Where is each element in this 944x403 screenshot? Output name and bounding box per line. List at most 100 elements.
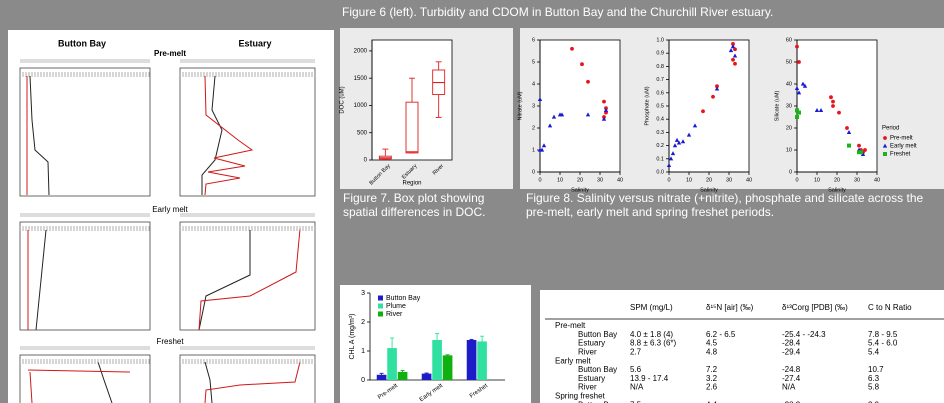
point <box>711 95 715 99</box>
x-tick-label: 40 <box>746 177 752 183</box>
table-cell: 8.8 ± 6.3 (6*) <box>630 339 677 348</box>
y-tick-label: 3 <box>361 290 365 297</box>
point <box>797 111 801 115</box>
y-tick-label: 30 <box>786 103 792 109</box>
bar <box>443 355 453 380</box>
y-tick-label: 0.8 <box>656 64 664 70</box>
poster: Button Bay Estuary Pre-melt Early melt F… <box>0 0 944 403</box>
box <box>406 102 418 153</box>
y-tick-label: 5 <box>532 59 535 65</box>
table-cell: 4.8 <box>706 348 718 357</box>
point <box>797 60 801 64</box>
point <box>837 111 841 115</box>
y-tick-label: 6 <box>532 37 535 43</box>
legend-label: River <box>386 311 403 318</box>
y-tick-label: 40 <box>786 81 792 87</box>
table-cell: River <box>578 383 597 392</box>
y-tick-label: 1500 <box>354 76 368 82</box>
ruler-band <box>180 213 315 217</box>
y-axis-label: Phosphate (uM) <box>644 86 650 125</box>
ruler-band <box>20 59 150 63</box>
table-cell: Estuary <box>578 374 605 383</box>
x-axis-label: Region <box>402 181 421 187</box>
table-cell: -27.4 <box>782 374 801 383</box>
y-tick-label: 0.0 <box>656 169 664 175</box>
x-tick-label: 20 <box>577 177 583 183</box>
point <box>731 58 735 62</box>
y-tick-label: 2000 <box>354 48 368 54</box>
column-label: Estuary <box>238 38 271 48</box>
period-label: Early melt <box>152 205 188 214</box>
table-cell: 2.7 <box>630 348 642 357</box>
table-cell: 7.8 - 9.5 <box>868 330 898 339</box>
period-label: Freshet <box>156 337 184 346</box>
ruler-band <box>180 59 315 63</box>
plot-area <box>540 40 620 172</box>
y-tick-label: 0.2 <box>656 143 664 149</box>
point <box>795 45 799 49</box>
ruler-band <box>20 346 150 350</box>
legend-label: Button Bay <box>386 295 421 302</box>
table-cell: 10.7 <box>868 365 884 374</box>
legend-label: Pre-melt <box>890 136 913 142</box>
period-label: Pre-melt <box>154 49 186 58</box>
x-tick-label: 10 <box>686 177 692 183</box>
point <box>733 62 737 66</box>
y-tick-label: 0 <box>361 377 365 384</box>
y-tick-label: 10 <box>786 147 792 153</box>
table-cell: 6.2 - 6.5 <box>706 330 736 339</box>
table-cell: -28.4 <box>782 339 801 348</box>
table-cell: 4.0 ± 1.8 (4) <box>630 330 673 339</box>
table-header: C to N Ratio <box>868 303 912 312</box>
y-tick-label: 1.0 <box>656 37 664 43</box>
y-tick-label: 2 <box>361 319 365 326</box>
point <box>845 126 849 130</box>
ruler-band <box>180 346 315 350</box>
ruler-band <box>20 213 150 217</box>
legend-swatch <box>883 152 887 156</box>
table-cell: 2.6 <box>706 383 718 392</box>
y-tick-label: 0.4 <box>656 117 664 123</box>
plot-area <box>797 40 877 172</box>
table-cell: N/A <box>630 383 644 392</box>
x-tick-label: 40 <box>874 177 880 183</box>
bar <box>422 374 432 380</box>
table-cell: 5.4 <box>868 348 880 357</box>
y-axis-label: Silicate (uM) <box>774 91 780 122</box>
x-tick-label: 30 <box>597 177 603 183</box>
table-cell: 5.4 - 6.0 <box>868 339 898 348</box>
y-axis-label: CHL A (mg/m³) <box>349 313 356 359</box>
point <box>829 95 833 99</box>
point <box>580 62 584 66</box>
x-tick-label: 30 <box>854 177 860 183</box>
y-tick-label: 60 <box>786 37 792 43</box>
table-cell: -24.8 <box>782 365 801 374</box>
table-group: Spring freshet <box>555 392 606 401</box>
y-tick-label: 0 <box>532 169 535 175</box>
table-cell: 4.5 <box>706 339 718 348</box>
y-axis-label: DOC (uM) <box>340 86 346 113</box>
x-tick-label: 0 <box>667 177 670 183</box>
x-tick-label: 30 <box>726 177 732 183</box>
y-tick-label: 1 <box>361 348 365 355</box>
x-tick-label: 20 <box>834 177 840 183</box>
legend-label: Plume <box>386 303 406 310</box>
y-tick-label: 0.3 <box>656 130 664 136</box>
point <box>859 150 863 154</box>
y-tick-label: 0.6 <box>656 90 664 96</box>
table-cell: River <box>578 348 597 357</box>
legend-swatch <box>378 304 383 309</box>
point <box>586 80 590 84</box>
y-tick-label: 0.7 <box>656 77 664 83</box>
plot-area <box>669 40 749 172</box>
table-cell: 13.9 - 17.4 <box>630 374 669 383</box>
point <box>847 144 851 148</box>
table-cell: Estuary <box>578 339 605 348</box>
y-tick-label: 0.5 <box>656 103 664 109</box>
x-tick-label: 0 <box>795 177 798 183</box>
table-cell: N/A <box>782 383 796 392</box>
legend-title: Period <box>882 126 899 132</box>
x-axis-label: Salinity <box>571 187 589 193</box>
legend-swatch <box>378 312 383 317</box>
y-tick-label: 500 <box>357 130 368 136</box>
